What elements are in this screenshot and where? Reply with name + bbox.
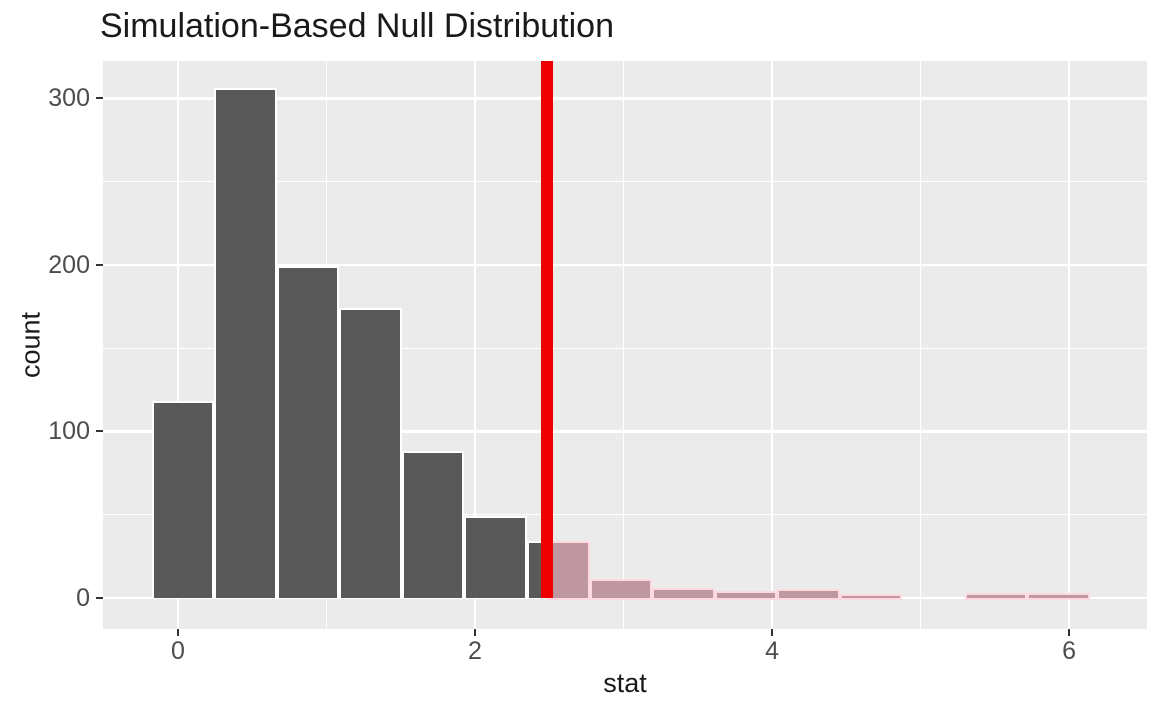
gridline-major-vertical [176,61,180,629]
y-tick-label: 300 [48,84,90,113]
gridline-major-vertical [473,61,477,629]
observed-stat-line [540,61,554,599]
histogram-bar-shaded [652,587,715,601]
histogram-bar-null [401,451,465,598]
gridline-major-horizontal [103,97,1147,100]
histogram-bar-null [214,87,277,598]
gridline-minor-vertical [919,61,922,629]
y-tick-mark [96,597,103,600]
histogram-bar-shaded [547,541,590,600]
x-axis-title: stat [603,668,647,698]
histogram-bar-shaded [777,589,840,600]
x-tick-mark [474,629,476,636]
gridline-major-horizontal [103,430,1147,433]
gridline-minor-horizontal [103,514,1147,516]
x-tick-label: 2 [468,637,482,665]
gridline-major-horizontal [103,263,1147,267]
gridline-major-vertical [1067,61,1071,629]
histogram-bar-shaded [1027,592,1090,600]
histogram-bar-null [339,307,402,598]
y-tick-mark [96,430,103,433]
y-tick-mark [96,97,103,100]
histogram-bar-shaded [714,591,778,600]
histogram-bar-null [151,401,215,598]
gridline-minor-horizontal [103,180,1147,183]
x-tick-mark [771,629,774,636]
histogram-bar-shaded [589,579,653,601]
x-tick-mark [1068,629,1071,636]
y-tick-mark [96,263,103,266]
x-tick-label: 6 [1062,637,1076,665]
histogram-bar-null [464,516,527,598]
gridline-minor-horizontal [103,347,1147,349]
y-tick-label: 200 [48,250,90,279]
histogram-bar-null [276,266,340,598]
histogram-bar-shaded [839,594,903,600]
plot-title: Simulation-Based Null Distribution [100,7,615,45]
gridline-minor-vertical [622,61,625,629]
x-tick-mark [176,629,179,636]
x-tick-label: 4 [765,637,779,665]
gridline-major-vertical [770,61,774,629]
histogram-bar-shaded [964,592,1028,600]
y-axis-title: count [15,311,46,379]
x-tick-label: 0 [171,637,185,665]
y-tick-label: 100 [48,417,90,446]
y-tick-label: 0 [76,584,90,613]
